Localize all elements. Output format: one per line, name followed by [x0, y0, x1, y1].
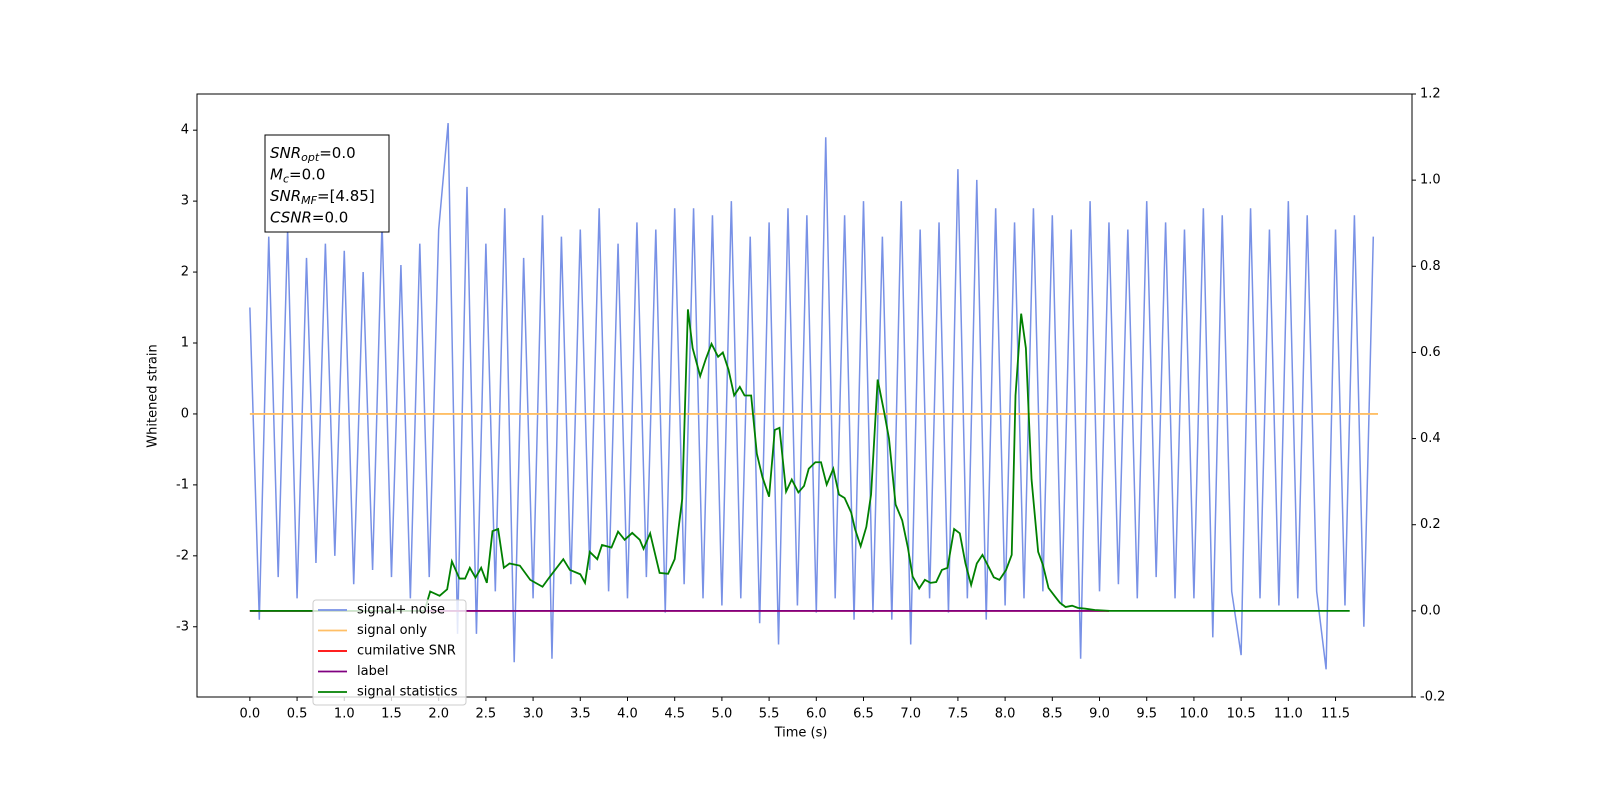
legend-box — [312, 599, 467, 706]
y-axis-label: Whitened strain — [146, 344, 161, 447]
y2-tick-label: 1.2 — [1420, 87, 1441, 102]
y2-tick-label: 0.0 — [1420, 603, 1441, 618]
series-line — [249, 309, 1350, 612]
annotation-main: SNR — [270, 144, 301, 162]
plot-frame — [196, 93, 1413, 698]
x-tick-label: 0.5 — [287, 707, 308, 722]
y2-tick-label: 1.0 — [1420, 173, 1441, 188]
x-tick-label: 7.5 — [948, 707, 969, 722]
x-tick-label: 9.5 — [1136, 707, 1157, 722]
y2-tick-label: 0.2 — [1420, 517, 1441, 532]
x-tick-label: 1.5 — [381, 707, 402, 722]
y2-tick-label: 0.8 — [1420, 259, 1441, 274]
legend-label: signal statistics — [357, 685, 458, 700]
x-tick-label: 8.5 — [1042, 707, 1063, 722]
x-tick-label: 10.5 — [1227, 707, 1256, 722]
annotation-sub: opt — [301, 151, 320, 164]
annotation-rest: =0.0 — [289, 165, 325, 183]
annotation-rest: =0.0 — [312, 208, 348, 226]
annotation-main: SNR — [270, 187, 301, 205]
x-tick-label: 2.5 — [476, 707, 497, 722]
annotation: SNRopt=0.0 — [270, 144, 356, 165]
x-tick-label: 11.0 — [1274, 707, 1303, 722]
x-tick-label: 4.5 — [664, 707, 685, 722]
y-tick-label: -1 — [176, 477, 189, 492]
y-tick-label: 0 — [181, 406, 189, 421]
x-tick-label: 6.0 — [806, 707, 827, 722]
x-tick-label: 8.0 — [995, 707, 1016, 722]
legend-label: signal+ noise — [357, 603, 445, 618]
annotation-main: CSNR — [270, 208, 312, 226]
x-tick-label: 3.5 — [570, 707, 591, 722]
y-tick-label: 4 — [181, 123, 189, 138]
annotation-rest: =[4.85] — [317, 187, 375, 205]
x-tick-label: 4.0 — [617, 707, 638, 722]
annotation: SNRMF=[4.85] — [270, 187, 375, 208]
y-tick-label: 3 — [181, 194, 189, 209]
x-tick-label: 2.0 — [428, 707, 449, 722]
legend-label: signal only — [357, 623, 427, 638]
y2-tick-label: 0.4 — [1420, 431, 1441, 446]
y2-tick-label: -0.2 — [1420, 690, 1445, 705]
x-tick-label: 0.0 — [240, 707, 261, 722]
annotation-sub: MF — [301, 194, 317, 207]
legend-label: label — [357, 664, 388, 679]
x-tick-label: 3.0 — [523, 707, 544, 722]
legend-label: cumilative SNR — [357, 644, 456, 659]
annotation-main: M — [270, 165, 283, 183]
y2-tick-label: 0.6 — [1420, 345, 1441, 360]
x-tick-label: 1.0 — [334, 707, 355, 722]
annotation: Mc=0.0 — [270, 165, 325, 186]
x-tick-label: 7.0 — [900, 707, 921, 722]
x-axis-label: Time (s) — [774, 726, 828, 741]
annotation-box — [264, 134, 390, 233]
x-tick-label: 5.0 — [712, 707, 733, 722]
y-tick-label: -3 — [176, 619, 189, 634]
y-tick-label: 2 — [181, 265, 189, 280]
annotation: CSNR=0.0 — [270, 208, 348, 226]
y-tick-label: 1 — [181, 336, 189, 351]
annotation-rest: =0.0 — [319, 144, 355, 162]
x-tick-label: 10.0 — [1179, 707, 1208, 722]
x-tick-label: 6.5 — [853, 707, 874, 722]
y-tick-label: -2 — [176, 548, 189, 563]
x-tick-label: 5.5 — [759, 707, 780, 722]
x-tick-label: 9.0 — [1089, 707, 1110, 722]
annotation-sub: c — [283, 173, 289, 186]
x-tick-label: 11.5 — [1321, 707, 1350, 722]
